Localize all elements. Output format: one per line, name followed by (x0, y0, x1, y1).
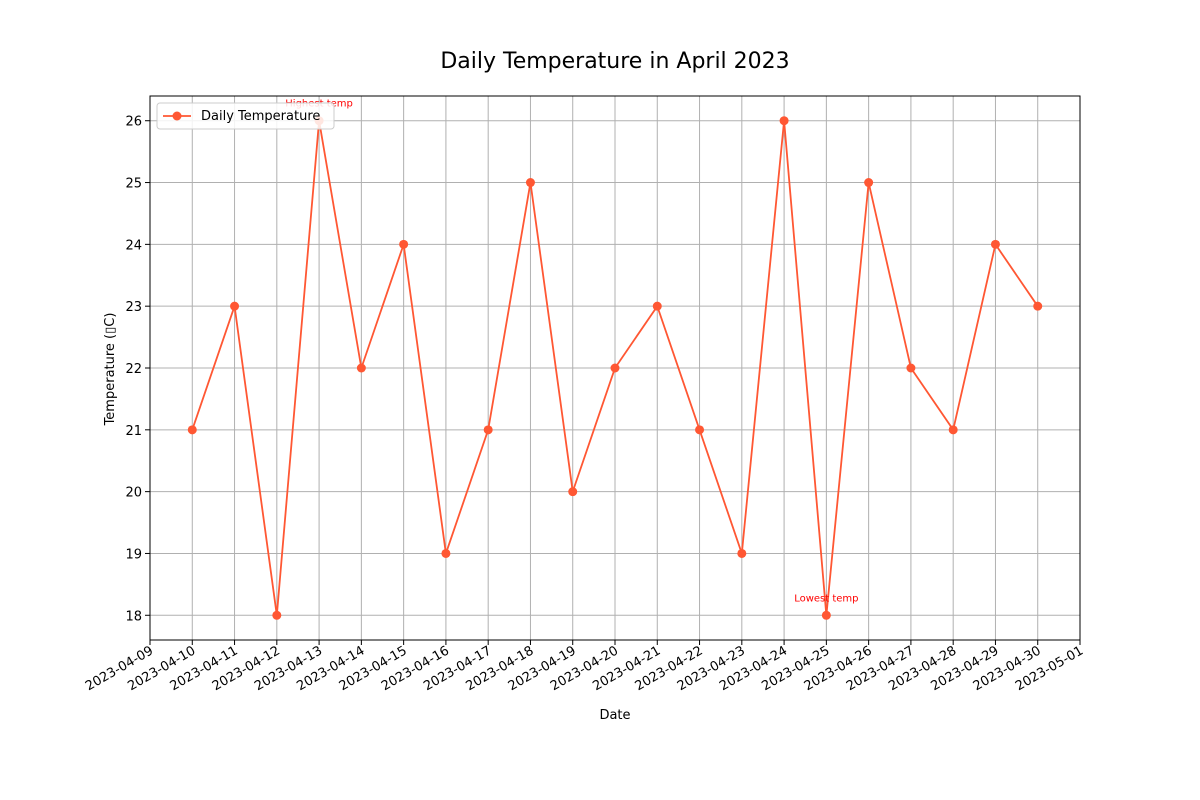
data-point (483, 425, 493, 435)
data-point (187, 425, 197, 435)
y-tick-label: 24 (125, 238, 142, 253)
data-point (230, 301, 240, 311)
legend-box (156, 102, 335, 130)
y-tick-label: 21 (125, 424, 142, 439)
legend: Daily Temperature (156, 102, 335, 130)
data-point (441, 548, 451, 558)
y-tick-label: 20 (125, 486, 142, 501)
data-point (990, 239, 1000, 249)
y-tick-label: 22 (125, 362, 142, 377)
data-point (399, 239, 409, 249)
y-axis-label: Temperature (▯C) (103, 313, 118, 427)
y-tick-label: 19 (125, 547, 142, 562)
data-point (272, 610, 282, 620)
data-point (864, 178, 874, 188)
x-axis-label: Date (599, 708, 630, 723)
plot-frame (149, 95, 1081, 641)
y-tick-label: 25 (125, 177, 142, 192)
chart-title: Daily Temperature in April 2023 (440, 49, 789, 74)
data-point (779, 116, 789, 126)
legend-label: Daily Temperature (201, 109, 320, 124)
data-point (906, 363, 916, 373)
y-tick-label: 26 (125, 115, 142, 130)
data-point (695, 425, 705, 435)
y-tick-label: 23 (125, 300, 142, 315)
data-point (1033, 301, 1043, 311)
data-point (525, 178, 535, 188)
y-tick-label: 18 (125, 609, 142, 624)
annotation-label: Lowest temp (794, 593, 858, 604)
data-point (948, 425, 958, 435)
data-point (821, 610, 831, 620)
axes: 2023-04-092023-04-102023-04-112023-04-12… (83, 95, 1086, 694)
data-point (356, 363, 366, 373)
data-point (737, 548, 747, 558)
data-point (568, 487, 578, 497)
legend-marker-swatch (172, 111, 182, 121)
data-point (610, 363, 620, 373)
data-point (652, 301, 662, 311)
